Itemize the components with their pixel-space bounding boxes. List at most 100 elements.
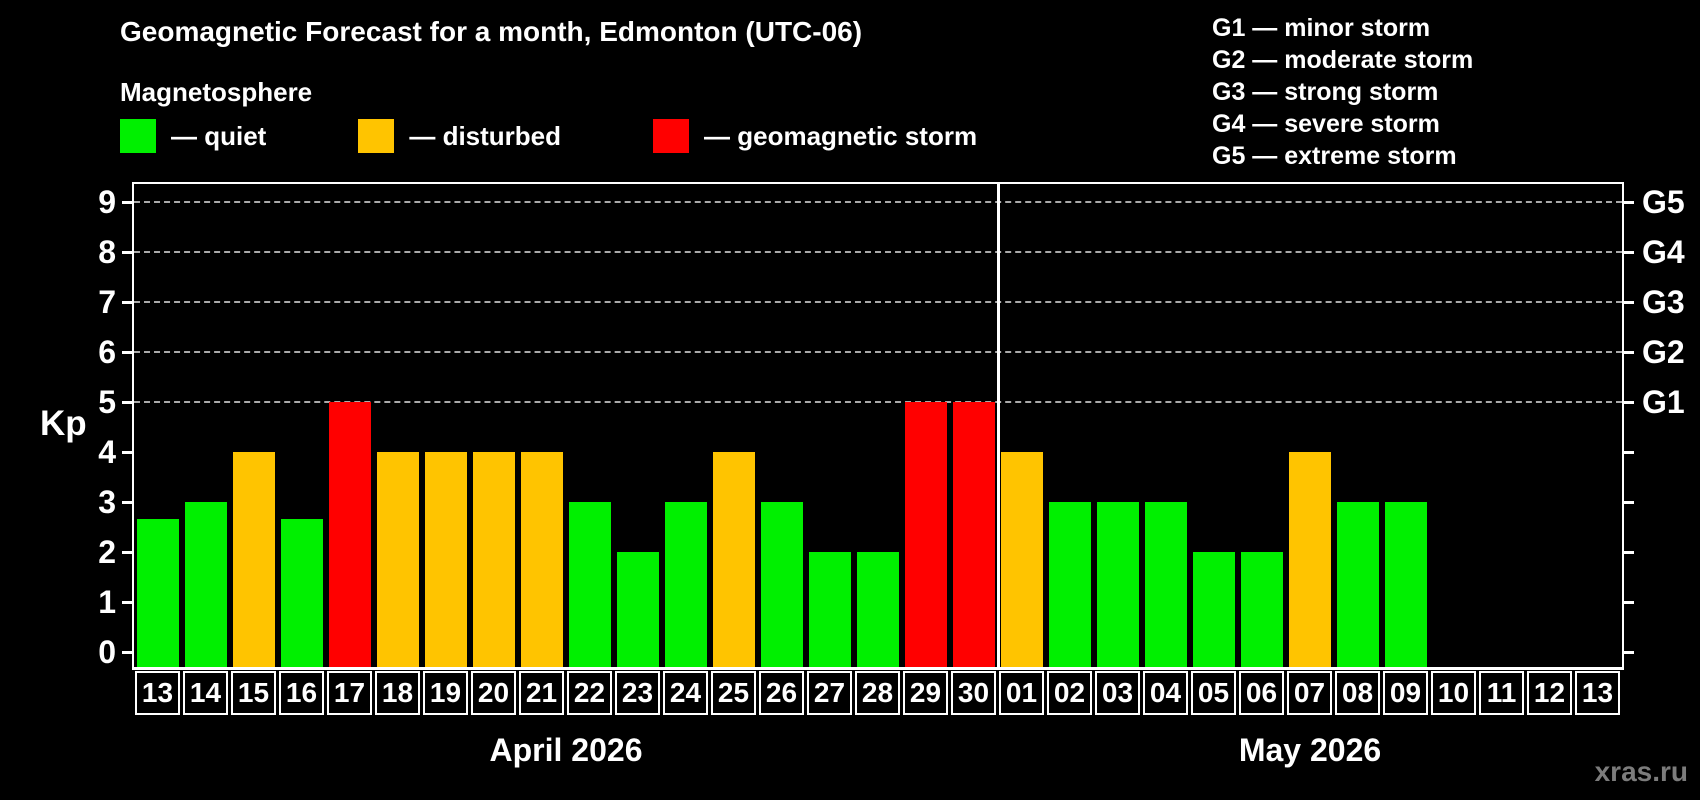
date-cell: 24	[663, 671, 708, 715]
date-cell: 01	[999, 671, 1044, 715]
date-cell: 25	[711, 671, 756, 715]
y-axis-label: 3	[98, 484, 116, 520]
date-cell: 05	[1191, 671, 1236, 715]
g-axis-label: G3	[1642, 284, 1685, 320]
date-cell: 08	[1335, 671, 1380, 715]
y-axis-label: 8	[98, 234, 116, 270]
date-cell: 20	[471, 671, 516, 715]
date-cell: 30	[951, 671, 996, 715]
kp-bar-quiet	[809, 552, 851, 667]
month-divider	[996, 184, 1000, 667]
date-cell: 19	[423, 671, 468, 715]
g-axis-tick	[1624, 600, 1634, 604]
y-axis-label: 9	[98, 184, 116, 220]
g-axis-tick	[1624, 350, 1634, 354]
storm-scale-line: G1 — minor storm	[1212, 14, 1431, 42]
date-cell: 06	[1239, 671, 1284, 715]
gridline-kp8	[134, 251, 1622, 253]
storm-scale-line: G2 — moderate storm	[1212, 46, 1474, 74]
date-cell: 27	[807, 671, 852, 715]
kp-bar-quiet	[1145, 502, 1187, 667]
legend-item-disturbed: — disturbed	[358, 119, 561, 153]
month-label: April 2026	[489, 732, 643, 768]
y-axis-tick	[122, 250, 132, 254]
gridline-kp5	[134, 401, 1622, 403]
kp-bar-disturbed	[521, 452, 563, 667]
gridline-kp9	[134, 201, 1622, 203]
date-cell: 28	[855, 671, 900, 715]
storm-scale-line: G3 — strong storm	[1212, 78, 1439, 106]
storm-scale-legend: G1 — minor storm G2 — moderate storm G3 — …	[1212, 12, 1473, 172]
date-cell: 13	[135, 671, 180, 715]
date-cell: 10	[1431, 671, 1476, 715]
kp-bar-quiet	[1097, 502, 1139, 667]
y-axis-tick	[122, 650, 132, 654]
month-label: May 2026	[1238, 732, 1382, 768]
kp-bar-quiet	[1049, 502, 1091, 667]
legend-item-storm: — geomagnetic storm	[653, 119, 977, 153]
y-axis-label: 0	[98, 634, 116, 670]
y-axis-tick	[122, 200, 132, 204]
y-axis-tick	[122, 350, 132, 354]
kp-bar-disturbed	[473, 452, 515, 667]
chart-title: Geomagnetic Forecast for a month, Edmont…	[120, 16, 863, 47]
kp-bar-quiet	[1385, 502, 1427, 667]
kp-bar-disturbed	[1289, 452, 1331, 667]
g-axis-tick	[1624, 450, 1634, 454]
kp-bar-quiet	[1337, 502, 1379, 667]
kp-bar-quiet	[185, 502, 227, 667]
kp-bar-disturbed	[377, 452, 419, 667]
kp-bar-quiet	[857, 552, 899, 667]
kp-bar-storm	[905, 402, 947, 667]
storm-scale-line: G4 — severe storm	[1212, 110, 1440, 138]
kp-bar-quiet	[137, 518, 179, 667]
kp-bar-quiet	[1241, 552, 1283, 667]
y-axis-label: 1	[98, 584, 116, 620]
date-cell: 16	[279, 671, 324, 715]
g-axis-label: G4	[1642, 234, 1685, 270]
chart-subtitle: Magnetosphere	[120, 77, 313, 107]
date-cell: 29	[903, 671, 948, 715]
date-cell: 09	[1383, 671, 1428, 715]
date-cell: 22	[567, 671, 612, 715]
legend-item-label: — quiet	[171, 120, 267, 151]
quiet-swatch	[120, 119, 156, 153]
kp-bar-disturbed	[713, 452, 755, 667]
y-axis-tick	[122, 500, 132, 504]
g-axis-tick	[1624, 550, 1634, 554]
legend-item-quiet: — quiet	[120, 119, 266, 153]
y-axis-label: 6	[98, 334, 116, 370]
y-axis-tick	[122, 300, 132, 304]
storm-scale-line: G5 — extreme storm	[1212, 142, 1457, 170]
date-cell: 26	[759, 671, 804, 715]
y-axis-tick	[122, 550, 132, 554]
date-cell: 18	[375, 671, 420, 715]
kp-bar-quiet	[665, 502, 707, 667]
legend-item-label: — geomagnetic storm	[704, 120, 978, 151]
kp-bar-disturbed	[425, 452, 467, 667]
storm-swatch	[653, 119, 690, 153]
y-axis-tick	[122, 600, 132, 604]
y-axis-label: 2	[98, 534, 116, 570]
date-cell: 11	[1479, 671, 1524, 715]
plot-area	[132, 182, 1624, 670]
g-axis-tick	[1624, 200, 1634, 204]
y-axis-label: 4	[98, 434, 116, 470]
date-cell: 14	[183, 671, 228, 715]
g-axis-tick	[1624, 500, 1634, 504]
legend-item-label: — disturbed	[409, 120, 562, 151]
date-cell: 03	[1095, 671, 1140, 715]
watermark: xras.ru	[1594, 756, 1688, 787]
g-axis-tick	[1624, 300, 1634, 304]
kp-bar-disturbed	[1001, 452, 1043, 667]
y-axis-label: 7	[98, 284, 116, 320]
date-cell: 12	[1527, 671, 1572, 715]
y-axis-tick	[122, 450, 132, 454]
y-axis-label: 5	[98, 384, 116, 420]
date-cell: 15	[231, 671, 276, 715]
g-axis-label: G2	[1642, 334, 1685, 370]
kp-bar-quiet	[761, 502, 803, 667]
kp-bar-disturbed	[233, 452, 275, 667]
kp-bar-storm	[329, 402, 371, 667]
